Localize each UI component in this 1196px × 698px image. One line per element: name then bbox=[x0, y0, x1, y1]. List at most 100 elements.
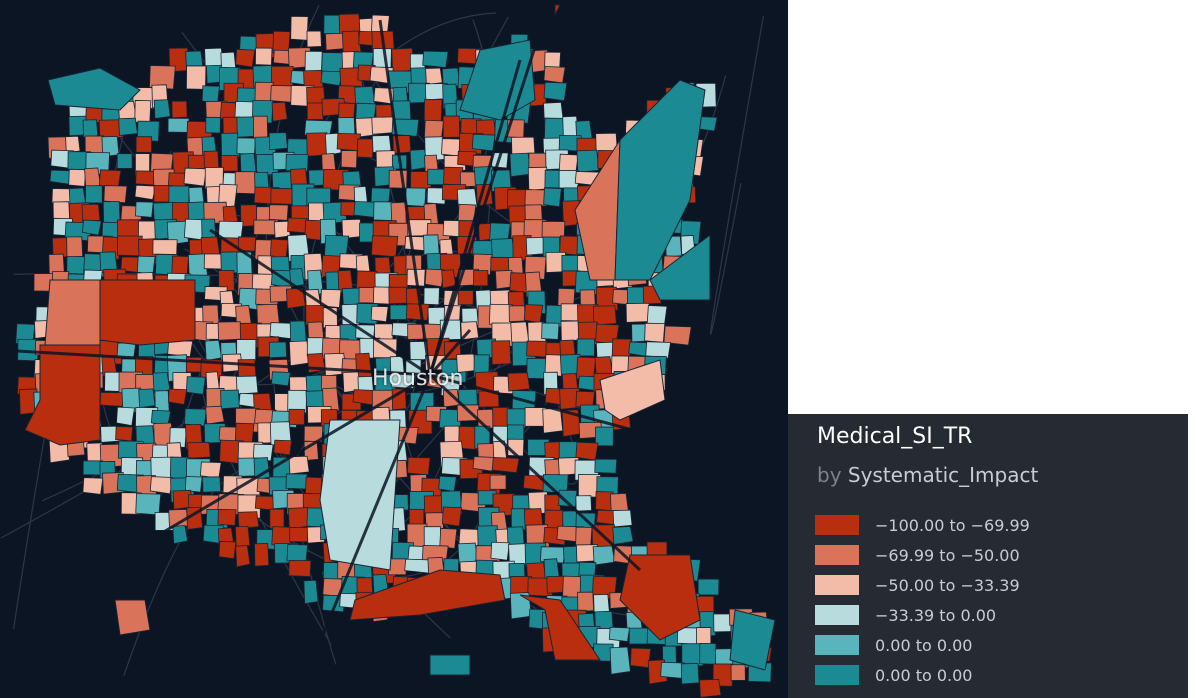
census-tract[interactable] bbox=[289, 268, 305, 288]
census-tract[interactable] bbox=[85, 185, 103, 204]
census-tract[interactable] bbox=[510, 321, 530, 346]
census-tract[interactable] bbox=[187, 441, 211, 459]
census-tract[interactable] bbox=[167, 117, 190, 133]
census-tract[interactable] bbox=[269, 322, 294, 340]
census-tract[interactable] bbox=[629, 647, 652, 669]
census-tract[interactable] bbox=[184, 408, 207, 427]
census-tract[interactable] bbox=[349, 569, 506, 621]
census-tract[interactable] bbox=[625, 302, 651, 323]
census-tract[interactable] bbox=[526, 340, 548, 358]
census-tract[interactable] bbox=[184, 476, 203, 493]
census-tract[interactable] bbox=[609, 646, 631, 675]
census-tract[interactable] bbox=[423, 98, 443, 123]
census-tract[interactable] bbox=[169, 427, 187, 448]
census-tract[interactable] bbox=[320, 70, 343, 87]
census-tract[interactable] bbox=[116, 153, 133, 169]
census-tract[interactable] bbox=[288, 340, 311, 367]
census-tract[interactable] bbox=[595, 426, 614, 447]
census-tract[interactable] bbox=[491, 340, 512, 365]
census-tract[interactable] bbox=[425, 67, 443, 86]
census-tract[interactable] bbox=[205, 405, 225, 425]
census-tract[interactable] bbox=[68, 168, 87, 187]
census-tract[interactable] bbox=[149, 476, 174, 495]
census-tract[interactable] bbox=[220, 132, 240, 159]
census-tract[interactable] bbox=[99, 391, 125, 407]
census-tract[interactable] bbox=[218, 540, 237, 560]
census-tract[interactable] bbox=[152, 371, 171, 394]
census-tract[interactable] bbox=[269, 508, 285, 529]
census-tract[interactable] bbox=[82, 477, 104, 495]
census-tract[interactable] bbox=[270, 85, 294, 103]
census-tract[interactable] bbox=[614, 79, 706, 281]
census-tract[interactable] bbox=[649, 234, 711, 301]
census-tract[interactable] bbox=[576, 338, 596, 357]
census-tract[interactable] bbox=[599, 359, 666, 421]
census-tract[interactable] bbox=[303, 425, 324, 443]
census-tract[interactable] bbox=[471, 133, 496, 152]
census-tract[interactable] bbox=[429, 654, 471, 676]
census-tract[interactable] bbox=[388, 558, 407, 576]
census-tract[interactable] bbox=[99, 279, 196, 346]
census-tract[interactable] bbox=[285, 153, 309, 172]
census-tract[interactable] bbox=[306, 30, 322, 48]
census-tract[interactable] bbox=[288, 559, 312, 577]
census-tract[interactable] bbox=[644, 322, 666, 343]
census-tract[interactable] bbox=[457, 542, 479, 564]
census-tract[interactable] bbox=[438, 475, 457, 492]
census-tract[interactable] bbox=[268, 204, 289, 221]
census-tract[interactable] bbox=[135, 493, 162, 516]
census-tract[interactable] bbox=[576, 149, 600, 173]
census-tract[interactable] bbox=[252, 443, 274, 462]
census-tract[interactable] bbox=[221, 155, 239, 172]
census-tract[interactable] bbox=[237, 359, 257, 379]
census-tract[interactable] bbox=[273, 439, 293, 456]
census-tract[interactable] bbox=[575, 495, 592, 512]
census-tract[interactable] bbox=[619, 554, 701, 641]
census-tract[interactable] bbox=[236, 375, 259, 395]
census-tract[interactable] bbox=[235, 525, 251, 548]
census-tract[interactable] bbox=[118, 117, 138, 136]
census-tract[interactable] bbox=[592, 545, 616, 566]
census-tract[interactable] bbox=[371, 134, 392, 153]
census-tract[interactable] bbox=[524, 189, 549, 207]
census-tract[interactable] bbox=[577, 591, 595, 612]
census-tract[interactable] bbox=[235, 544, 251, 568]
census-tract[interactable] bbox=[407, 456, 431, 476]
census-tract[interactable] bbox=[217, 508, 237, 526]
census-tract[interactable] bbox=[405, 187, 427, 207]
census-tract[interactable] bbox=[306, 102, 324, 120]
census-tract[interactable] bbox=[554, 4, 561, 16]
census-tract[interactable] bbox=[405, 303, 430, 321]
census-tract[interactable] bbox=[697, 578, 720, 596]
census-tract[interactable] bbox=[135, 136, 153, 153]
census-tract[interactable] bbox=[542, 407, 564, 434]
census-tract[interactable] bbox=[370, 305, 389, 323]
census-tract[interactable] bbox=[65, 135, 81, 154]
census-tract[interactable] bbox=[237, 511, 260, 530]
census-tract[interactable] bbox=[355, 117, 377, 138]
census-tract[interactable] bbox=[167, 388, 188, 405]
census-tract[interactable] bbox=[594, 458, 618, 474]
census-tract[interactable] bbox=[441, 269, 457, 289]
census-tract[interactable] bbox=[441, 506, 463, 527]
census-tract[interactable] bbox=[220, 389, 240, 410]
census-tract[interactable] bbox=[172, 525, 189, 545]
census-tract[interactable] bbox=[320, 288, 342, 308]
census-tract[interactable] bbox=[289, 526, 309, 543]
census-tract[interactable] bbox=[558, 489, 578, 508]
census-tract[interactable] bbox=[439, 528, 458, 549]
census-tract[interactable] bbox=[135, 201, 154, 218]
census-tract[interactable] bbox=[490, 256, 512, 272]
census-tract[interactable] bbox=[152, 239, 178, 255]
census-tract[interactable] bbox=[287, 389, 308, 414]
census-tract[interactable] bbox=[134, 100, 152, 124]
census-tract[interactable] bbox=[612, 509, 633, 528]
census-tract[interactable] bbox=[352, 389, 376, 406]
census-tract[interactable] bbox=[268, 132, 288, 151]
census-tract[interactable] bbox=[81, 219, 102, 236]
census-tract[interactable] bbox=[268, 341, 287, 359]
census-tract[interactable] bbox=[236, 339, 257, 362]
census-tract[interactable] bbox=[506, 408, 527, 429]
census-tract[interactable] bbox=[699, 678, 722, 698]
census-tract[interactable] bbox=[594, 356, 614, 377]
